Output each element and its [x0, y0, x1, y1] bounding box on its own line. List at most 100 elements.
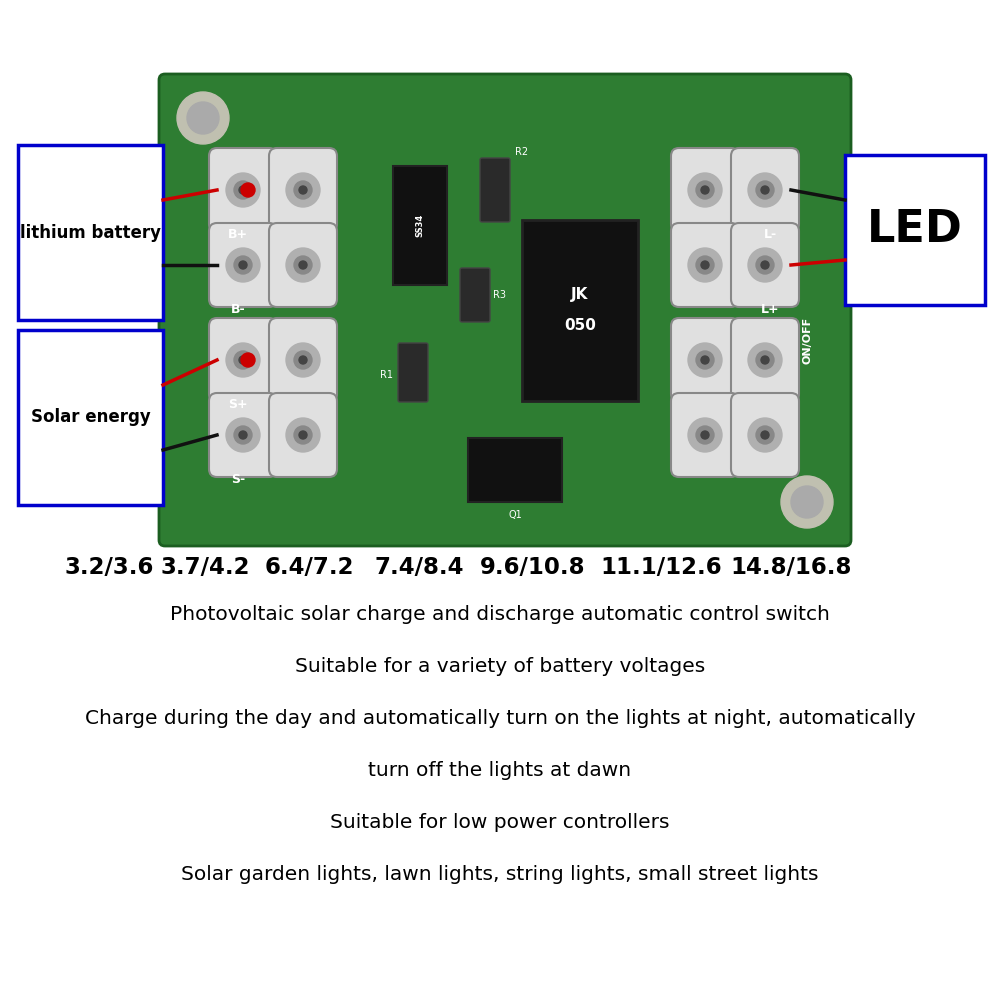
- Text: L-: L-: [763, 228, 777, 241]
- Circle shape: [781, 476, 833, 528]
- Circle shape: [696, 426, 714, 444]
- Text: 9.6/10.8: 9.6/10.8: [480, 556, 586, 578]
- Text: SS34: SS34: [416, 213, 424, 237]
- FancyBboxPatch shape: [480, 158, 510, 222]
- Text: Charge during the day and automatically turn on the lights at night, automatical: Charge during the day and automatically …: [85, 710, 915, 728]
- Text: R2: R2: [515, 147, 528, 157]
- Circle shape: [748, 418, 782, 452]
- Text: 7.4/8.4: 7.4/8.4: [375, 556, 464, 578]
- Circle shape: [688, 248, 722, 282]
- Circle shape: [286, 248, 320, 282]
- Text: LED: LED: [867, 209, 963, 251]
- Bar: [18, 330, 163, 505]
- Circle shape: [187, 102, 219, 134]
- FancyBboxPatch shape: [269, 393, 337, 477]
- Text: JK: JK: [571, 288, 589, 302]
- Circle shape: [299, 356, 307, 364]
- Circle shape: [701, 431, 709, 439]
- Circle shape: [177, 92, 229, 144]
- Circle shape: [761, 261, 769, 269]
- Circle shape: [239, 356, 247, 364]
- FancyBboxPatch shape: [269, 148, 337, 232]
- Circle shape: [688, 418, 722, 452]
- Circle shape: [696, 256, 714, 274]
- Text: ON/OFF: ON/OFF: [802, 316, 812, 364]
- FancyBboxPatch shape: [671, 223, 739, 307]
- Circle shape: [241, 353, 255, 367]
- Circle shape: [226, 343, 260, 377]
- Circle shape: [241, 183, 255, 197]
- Circle shape: [299, 186, 307, 194]
- FancyBboxPatch shape: [460, 268, 490, 322]
- Circle shape: [756, 256, 774, 274]
- Circle shape: [286, 418, 320, 452]
- Circle shape: [688, 173, 722, 207]
- Text: 14.8/16.8: 14.8/16.8: [730, 556, 851, 578]
- Circle shape: [756, 426, 774, 444]
- Text: Solar energy: Solar energy: [31, 408, 150, 426]
- Circle shape: [239, 186, 247, 194]
- Circle shape: [761, 431, 769, 439]
- Circle shape: [226, 248, 260, 282]
- Text: 050: 050: [564, 318, 596, 332]
- Text: Suitable for low power controllers: Suitable for low power controllers: [330, 814, 670, 832]
- Circle shape: [701, 261, 709, 269]
- Text: 3.2/3.6: 3.2/3.6: [65, 556, 154, 578]
- Circle shape: [234, 351, 252, 369]
- FancyBboxPatch shape: [209, 148, 277, 232]
- Circle shape: [299, 431, 307, 439]
- Bar: [845, 155, 985, 305]
- Circle shape: [756, 351, 774, 369]
- FancyBboxPatch shape: [398, 343, 428, 402]
- FancyBboxPatch shape: [731, 318, 799, 402]
- Circle shape: [226, 173, 260, 207]
- Circle shape: [234, 426, 252, 444]
- Circle shape: [761, 186, 769, 194]
- Text: Q1: Q1: [508, 510, 522, 520]
- FancyBboxPatch shape: [209, 393, 277, 477]
- Circle shape: [234, 181, 252, 199]
- Circle shape: [294, 351, 312, 369]
- FancyBboxPatch shape: [269, 318, 337, 402]
- FancyBboxPatch shape: [731, 223, 799, 307]
- Circle shape: [294, 181, 312, 199]
- Circle shape: [286, 173, 320, 207]
- FancyBboxPatch shape: [522, 220, 638, 400]
- Circle shape: [696, 181, 714, 199]
- FancyBboxPatch shape: [209, 318, 277, 402]
- Circle shape: [761, 356, 769, 364]
- Text: lithium battery: lithium battery: [20, 224, 161, 241]
- Text: R3: R3: [493, 290, 506, 300]
- Circle shape: [239, 261, 247, 269]
- FancyBboxPatch shape: [671, 393, 739, 477]
- Text: 11.1/12.6: 11.1/12.6: [600, 556, 722, 578]
- Circle shape: [294, 426, 312, 444]
- FancyBboxPatch shape: [671, 148, 739, 232]
- Circle shape: [748, 343, 782, 377]
- Text: R1: R1: [380, 370, 393, 380]
- Text: 6.4/7.2: 6.4/7.2: [265, 556, 354, 578]
- Circle shape: [688, 343, 722, 377]
- FancyBboxPatch shape: [468, 438, 562, 502]
- Text: L+: L+: [761, 303, 779, 316]
- Circle shape: [294, 256, 312, 274]
- FancyBboxPatch shape: [731, 148, 799, 232]
- FancyBboxPatch shape: [731, 393, 799, 477]
- Circle shape: [286, 343, 320, 377]
- FancyBboxPatch shape: [209, 223, 277, 307]
- Circle shape: [239, 431, 247, 439]
- Circle shape: [701, 186, 709, 194]
- Circle shape: [748, 248, 782, 282]
- Text: Solar garden lights, lawn lights, string lights, small street lights: Solar garden lights, lawn lights, string…: [181, 865, 819, 884]
- Text: 3.7/4.2: 3.7/4.2: [160, 556, 250, 578]
- Circle shape: [756, 181, 774, 199]
- Text: Suitable for a variety of battery voltages: Suitable for a variety of battery voltag…: [295, 658, 705, 676]
- Text: S+: S+: [228, 398, 248, 411]
- Circle shape: [791, 486, 823, 518]
- Text: B-: B-: [231, 303, 245, 316]
- Circle shape: [234, 256, 252, 274]
- Circle shape: [701, 356, 709, 364]
- Circle shape: [696, 351, 714, 369]
- FancyBboxPatch shape: [269, 223, 337, 307]
- Text: B+: B+: [228, 228, 248, 241]
